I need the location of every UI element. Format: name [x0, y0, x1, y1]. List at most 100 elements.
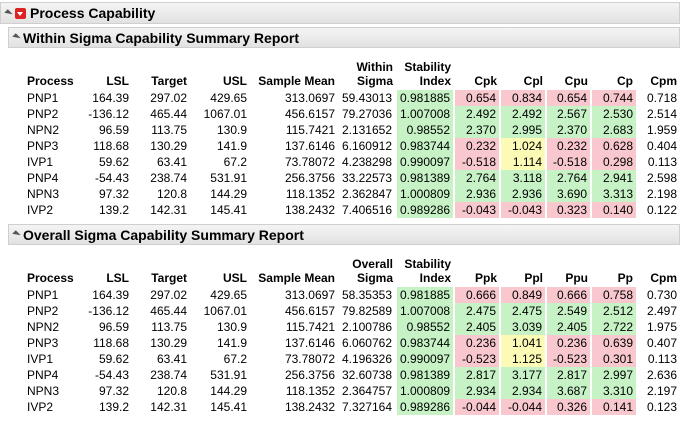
- table-cell: 0.122: [646, 203, 677, 217]
- table-cell: 138.2432: [284, 203, 335, 217]
- table-cell: 256.3756: [284, 171, 335, 185]
- table-cell: 0.981389: [395, 367, 454, 383]
- column-header: Ppl: [524, 271, 543, 285]
- table-cell: 2.492: [499, 106, 546, 122]
- data-row: IVP1 59.62 63.41 67.2 73.78072 4.238298 0.9900…: [24, 154, 680, 170]
- table-cell: 7.327164: [341, 400, 392, 414]
- table-cell: 33.22573: [341, 171, 392, 185]
- title: Process Capability: [30, 5, 156, 21]
- table-cell: 3.687: [545, 383, 591, 399]
- table-cell: 4.196326: [341, 352, 392, 366]
- table-cell: 137.6146: [284, 336, 335, 350]
- table-cell: 32.60738: [341, 368, 392, 382]
- table-cell: 313.0697: [284, 91, 335, 105]
- table-cell: 2.475: [499, 303, 546, 319]
- column-header: Cp: [617, 74, 633, 88]
- table-cell: 6.160912: [341, 139, 392, 153]
- table-cell: 59.62: [98, 155, 129, 169]
- table-cell: -0.523: [545, 351, 591, 367]
- table-cell: 0.981885: [395, 287, 454, 303]
- table-cell: 2.549: [545, 303, 591, 319]
- table-cell: 2.764: [453, 170, 500, 186]
- table-cell: 0.404: [646, 139, 677, 153]
- table-cell: 142.31: [150, 400, 187, 414]
- row-label: PNP3: [27, 139, 59, 153]
- table-cell: 0.989286: [395, 202, 454, 218]
- row-label: PNP1: [27, 288, 59, 302]
- title-bar: Process Capability: [0, 2, 680, 24]
- table-cell: 531.91: [210, 171, 247, 185]
- table-cell: 0.834: [499, 90, 546, 106]
- column-header: Ppu: [565, 271, 588, 285]
- table-cell: 59.43013: [341, 91, 392, 105]
- table-cell: 1.125: [499, 351, 546, 367]
- table-cell: 120.8: [156, 187, 187, 201]
- column-header: USL: [223, 74, 247, 88]
- table-cell: 2.370: [545, 122, 591, 138]
- red-triangle-menu[interactable]: [15, 7, 26, 19]
- column-header: Within Sigma: [356, 60, 393, 88]
- table-cell: -136.12: [88, 304, 129, 318]
- table-cell: 2.512: [590, 303, 636, 319]
- table-cell: 1.024: [499, 138, 546, 154]
- column-header: Cpk: [474, 74, 497, 88]
- table-cell: 0.98552: [395, 122, 454, 138]
- table-cell: 2.936: [453, 186, 500, 202]
- row-label: PNP2: [27, 304, 59, 318]
- data-row: NPN3 97.32 120.8 144.29 118.1352 2.364757 1.00…: [24, 383, 680, 399]
- table-cell: -0.044: [499, 399, 546, 415]
- table-cell: 73.78072: [284, 352, 335, 366]
- disclosure-toggle[interactable]: [12, 230, 21, 239]
- column-header: Process: [27, 74, 74, 88]
- table-cell: 97.32: [98, 187, 129, 201]
- table-cell: 144.29: [210, 187, 247, 201]
- table-cell: 0.981885: [395, 90, 454, 106]
- table-cell: 0.654: [545, 90, 591, 106]
- table-cell: 2.405: [453, 319, 500, 335]
- table-cell: 456.6157: [284, 304, 335, 318]
- table-cell: 2.492: [453, 106, 500, 122]
- table-cell: 3.118: [499, 170, 546, 186]
- table-cell: 2.370: [453, 122, 500, 138]
- table-cell: 2.100786: [341, 320, 392, 334]
- table-cell: 130.29: [150, 139, 187, 153]
- table-cell: 63.41: [156, 352, 187, 366]
- table-cell: 7.406516: [341, 203, 392, 217]
- data-row: PNP1 164.39 297.02 429.65 313.0697 59.43013 0.…: [24, 90, 680, 106]
- table-cell: -0.518: [545, 154, 591, 170]
- table-cell: 130.9: [216, 320, 247, 334]
- table-cell: 0.983744: [395, 138, 454, 154]
- header-row: Process LSL Target USL Sample Mean Overall Si…: [24, 247, 680, 287]
- table-cell: 67.2: [223, 352, 247, 366]
- table-cell: 2.934: [499, 383, 546, 399]
- table-cell: 0.990097: [395, 351, 454, 367]
- row-label: PNP3: [27, 336, 59, 350]
- row-label: PNP4: [27, 171, 59, 185]
- table-cell: 2.364757: [341, 384, 392, 398]
- data-row: PNP2 -136.12 465.44 1067.01 456.6157 79.82589…: [24, 303, 680, 319]
- table-cell: 142.31: [150, 203, 187, 217]
- row-label: NPN3: [27, 384, 60, 398]
- table-cell: 67.2: [223, 155, 247, 169]
- report-header: Overall Sigma Capability Summary Report: [8, 224, 680, 245]
- table-cell: 2.817: [545, 367, 591, 383]
- table-cell: 0.989286: [395, 399, 454, 415]
- disclosure-toggle[interactable]: [12, 33, 21, 42]
- table-cell: 0.298: [590, 154, 636, 170]
- report-title: Overall Sigma Capability Summary Report: [23, 226, 304, 243]
- table-cell: 0.654: [453, 90, 500, 106]
- table-cell: 118.1352: [285, 187, 335, 201]
- table-cell: 0.232: [453, 138, 500, 154]
- table-cell: 0.628: [590, 138, 636, 154]
- table-cell: 6.060762: [341, 336, 392, 350]
- disclosure-toggle[interactable]: [4, 8, 13, 18]
- table-cell: 1.114: [499, 154, 546, 170]
- table-cell: 0.639: [590, 335, 636, 351]
- table-cell: 3.690: [545, 186, 591, 202]
- data-row: PNP3 118.68 130.29 141.9 137.6146 6.060762 0.9…: [24, 335, 680, 351]
- table-cell: 58.35353: [341, 288, 392, 302]
- column-header: Cpm: [650, 74, 677, 88]
- table-cell: 63.41: [156, 155, 187, 169]
- table-cell: 0.113: [647, 352, 677, 366]
